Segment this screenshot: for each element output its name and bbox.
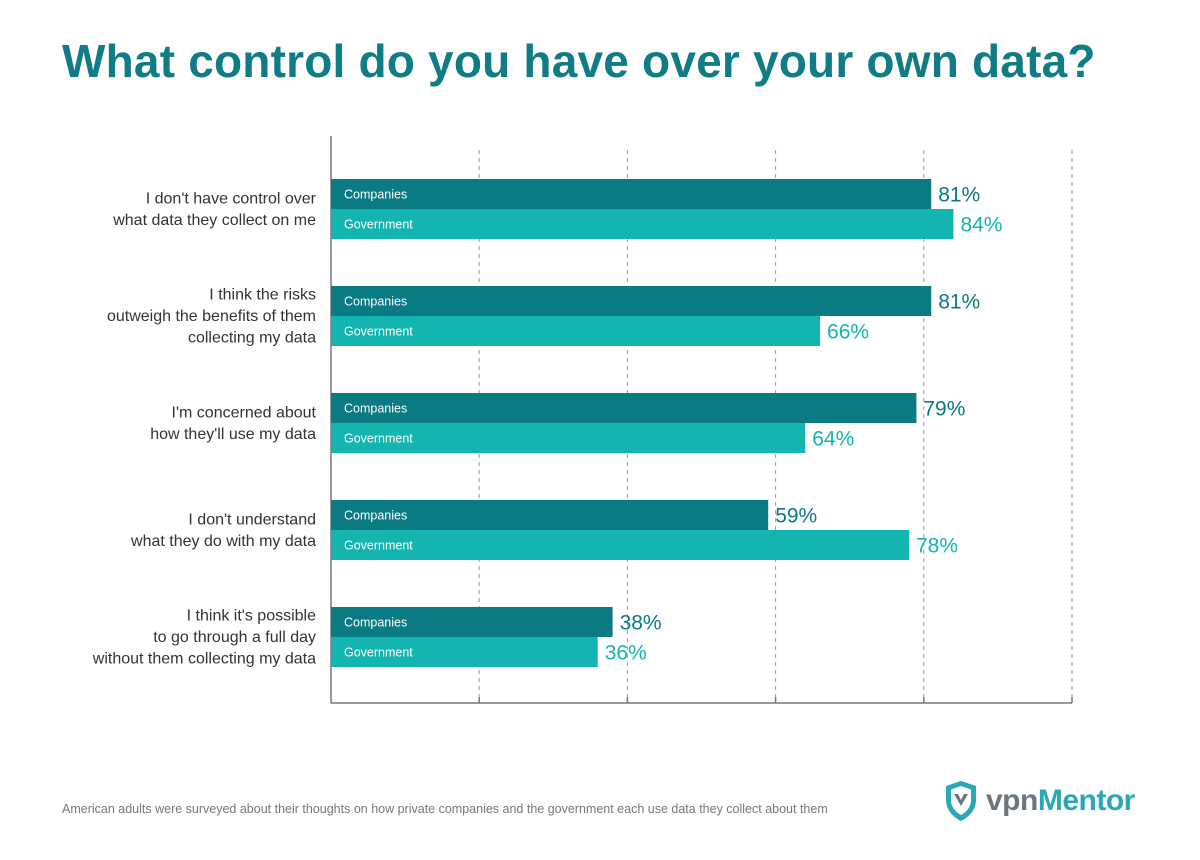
shield-icon (946, 781, 976, 821)
category-label: collecting my data (188, 330, 316, 347)
category-label: I think it's possible (187, 608, 316, 625)
logo-prefix: vpn (986, 784, 1038, 817)
value-label: 36% (605, 642, 647, 665)
footnote: American adults were surveyed about thei… (62, 802, 828, 816)
category-label: I don't understand (188, 511, 316, 528)
bar-companies (331, 286, 932, 316)
category-label: how they'll use my data (150, 426, 316, 443)
category-label: outweigh the benefits of them (107, 308, 316, 325)
value-label: 66% (827, 321, 869, 344)
value-label: 38% (620, 612, 662, 635)
chart-title: What control do you have over your own d… (62, 35, 1096, 87)
bar-companies (331, 179, 932, 209)
category-label: to go through a full day (153, 629, 316, 646)
logo-wordmark: vpnMentor (986, 784, 1135, 818)
value-label: 59% (775, 505, 817, 528)
bar-series-label: Government (344, 646, 413, 660)
bar-series-label: Companies (344, 616, 407, 630)
bar-government (331, 423, 806, 453)
bar-companies (331, 500, 769, 530)
bar-series-label: Companies (344, 188, 407, 202)
bar-series-label: Companies (344, 402, 407, 416)
bar-government (331, 637, 598, 667)
value-label: 81% (938, 291, 980, 314)
bar-series-label: Companies (344, 295, 407, 309)
bar-government (331, 316, 821, 346)
logo-suffix: Mentor (1037, 784, 1136, 817)
value-label: 81% (938, 184, 980, 207)
bar-series-label: Government (344, 539, 413, 553)
bar-government (331, 530, 909, 560)
bar-series-label: Government (344, 432, 413, 446)
category-label: I'm concerned about (172, 404, 317, 421)
category-label: without them collecting my data (92, 651, 316, 668)
vpnmentor-logo: vpnMentor (944, 780, 1135, 822)
value-label: 78% (916, 535, 958, 558)
bar-government (331, 209, 954, 239)
category-label: I think the risks (209, 287, 316, 304)
category-label: what they do with my data (130, 533, 316, 550)
category-label: I don't have control over (146, 190, 317, 207)
category-label: what data they collect on me (112, 212, 316, 229)
value-label: 84% (960, 214, 1002, 237)
bar-series-label: Government (344, 218, 413, 232)
value-label: 79% (923, 398, 965, 421)
value-label: 64% (812, 428, 854, 451)
bar-series-label: Government (344, 325, 413, 339)
bar-companies (331, 393, 917, 423)
bar-companies (331, 607, 613, 637)
bar-series-label: Companies (344, 509, 407, 523)
